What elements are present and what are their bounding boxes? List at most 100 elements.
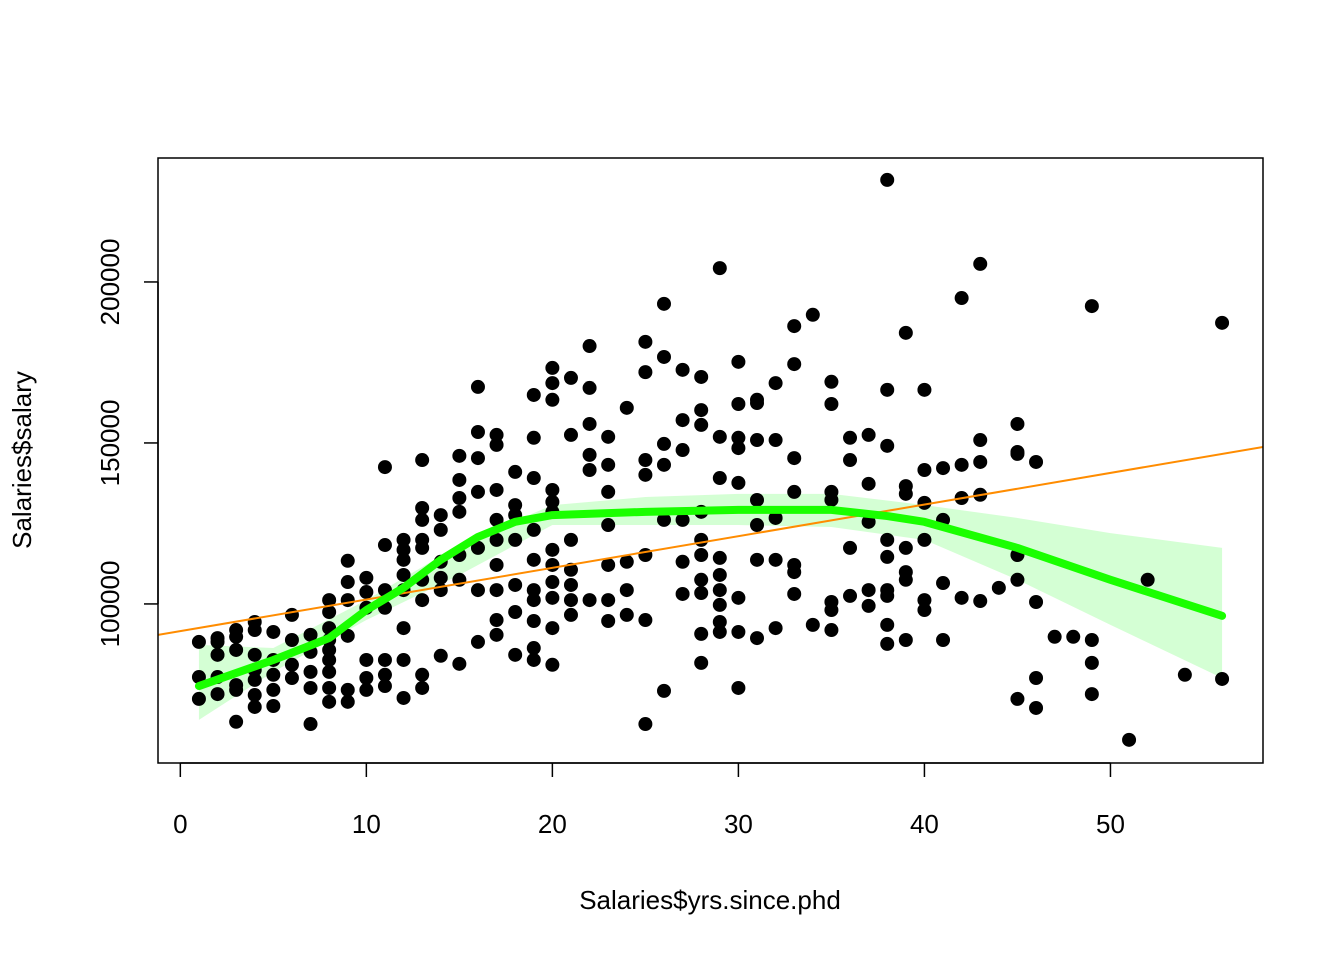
point — [917, 382, 932, 397]
point — [656, 349, 671, 364]
point — [656, 296, 671, 311]
point — [880, 636, 895, 651]
point — [340, 628, 355, 643]
point — [1084, 687, 1099, 702]
point — [601, 557, 616, 572]
point — [489, 437, 504, 452]
point — [582, 380, 597, 395]
point — [545, 494, 560, 509]
point — [917, 495, 932, 510]
point — [563, 607, 578, 622]
point — [489, 512, 504, 527]
point — [601, 484, 616, 499]
point — [582, 593, 597, 608]
point — [191, 634, 206, 649]
point — [247, 672, 262, 687]
point — [787, 451, 802, 466]
point — [489, 583, 504, 598]
point — [694, 572, 709, 587]
point — [675, 586, 690, 601]
point — [359, 652, 374, 667]
point — [526, 641, 541, 656]
point — [619, 554, 634, 569]
point — [638, 365, 653, 380]
point — [656, 457, 671, 472]
point — [247, 647, 262, 662]
point — [545, 376, 560, 391]
point — [824, 623, 839, 638]
smooth-line — [194, 505, 1227, 691]
point — [526, 652, 541, 667]
point — [359, 570, 374, 585]
point — [805, 617, 820, 632]
point — [526, 522, 541, 537]
point — [1010, 572, 1025, 587]
point — [545, 557, 560, 572]
point — [1084, 299, 1099, 314]
point — [731, 441, 746, 456]
point — [991, 580, 1006, 595]
point — [396, 621, 411, 636]
point — [731, 680, 746, 695]
point — [582, 416, 597, 431]
point — [898, 633, 913, 648]
point — [377, 667, 392, 682]
point — [582, 462, 597, 477]
point — [973, 433, 988, 448]
point — [694, 585, 709, 600]
point — [452, 504, 467, 519]
point — [415, 667, 430, 682]
point — [322, 664, 337, 679]
point — [936, 461, 951, 476]
point — [266, 682, 281, 697]
point — [359, 682, 374, 697]
point — [322, 694, 337, 709]
point — [266, 699, 281, 714]
point — [508, 604, 523, 619]
point — [545, 590, 560, 605]
point — [768, 433, 783, 448]
point — [1010, 446, 1025, 461]
point — [694, 369, 709, 384]
point — [433, 570, 448, 585]
point — [843, 540, 858, 555]
point — [712, 567, 727, 582]
point — [247, 688, 262, 703]
point — [824, 492, 839, 507]
point — [750, 552, 765, 567]
x-tick-label: 50 — [1096, 809, 1125, 839]
point — [508, 532, 523, 547]
point — [694, 532, 709, 547]
point — [638, 467, 653, 482]
point — [303, 680, 318, 695]
point — [433, 648, 448, 663]
point — [284, 607, 299, 622]
point — [284, 657, 299, 672]
point — [601, 614, 616, 629]
point — [284, 633, 299, 648]
point — [880, 549, 895, 564]
point — [1029, 700, 1044, 715]
point — [638, 334, 653, 349]
point — [229, 714, 244, 729]
y-tick-label: 100000 — [95, 561, 125, 648]
point — [563, 532, 578, 547]
point — [545, 621, 560, 636]
point — [712, 429, 727, 444]
point — [861, 598, 876, 613]
point — [284, 670, 299, 685]
point — [787, 357, 802, 372]
point — [266, 667, 281, 682]
point — [675, 443, 690, 458]
point — [712, 583, 727, 598]
point — [787, 586, 802, 601]
point — [880, 532, 895, 547]
point — [415, 593, 430, 608]
point — [954, 291, 969, 306]
point — [415, 540, 430, 555]
point — [936, 633, 951, 648]
plot-frame — [157, 157, 1264, 764]
point — [898, 325, 913, 340]
point — [340, 593, 355, 608]
